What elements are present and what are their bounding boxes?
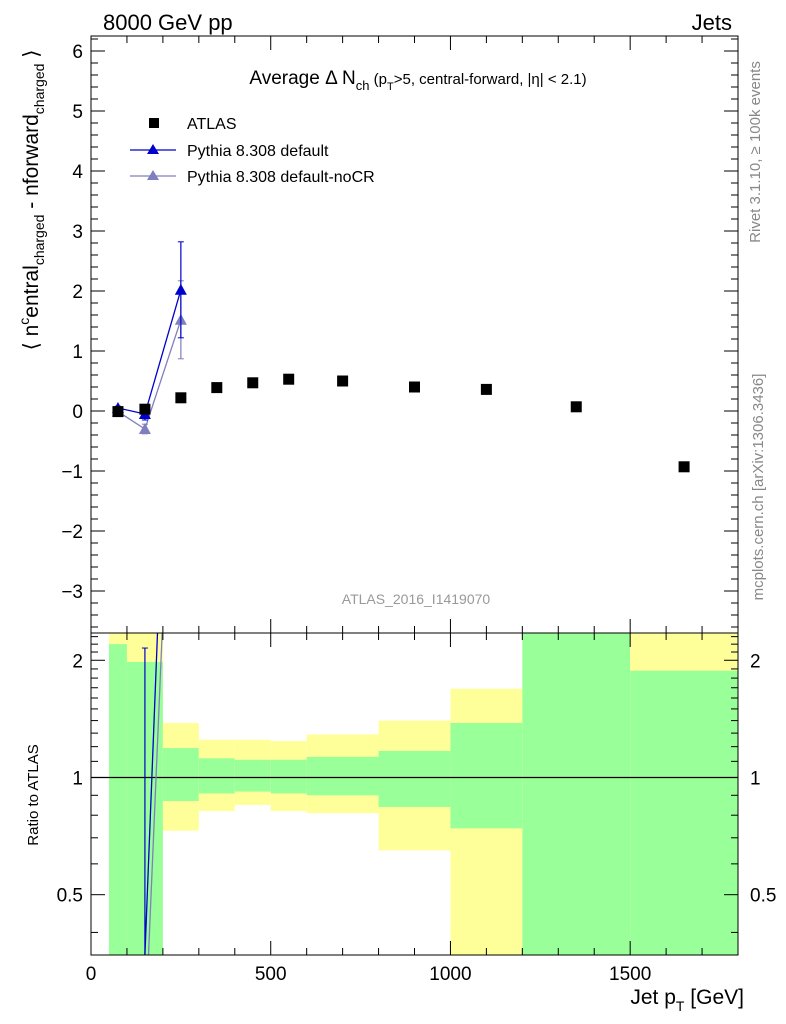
main-data-marks (111, 241, 690, 473)
legend-label-atlas: ATLAS (187, 116, 237, 133)
main-panel: −3 −2 −1 0 1 2 3 4 5 6 (61, 35, 739, 634)
main-y-tick-label: 2 (72, 282, 83, 303)
chart-title: Average Δ Nch (pT>5, central-forward, |η… (249, 68, 586, 93)
x-tick-label: 500 (255, 964, 287, 985)
ratio-line-nocr (147, 632, 163, 956)
main-y-tick-label: 1 (72, 342, 83, 363)
main-y-axis-label: ⟨ ncentralcharged - nforwardcharged ⟩ (16, 50, 47, 351)
main-y-tick-label: 3 (72, 222, 83, 243)
rivet-version-label: Rivet 3.1.10, ≥ 100k events (747, 61, 764, 243)
point-atlas (139, 403, 151, 415)
ratio-band-green (306, 756, 379, 796)
ratio-band-green (270, 759, 307, 794)
main-y-tick-label: −2 (61, 522, 83, 543)
mcplots-credit-label: mcplots.cern.ch [arXiv:1306.3436] (750, 374, 767, 601)
point-atlas (570, 401, 582, 413)
series-line-default (117, 289, 182, 415)
point-default (174, 283, 187, 295)
ratio-uncertainty-bands (108, 633, 738, 955)
ratio-y-tick-label: 1 (72, 768, 83, 789)
point-atlas (337, 375, 349, 387)
ratio-y-tick-label-right: 0.5 (750, 886, 776, 907)
legend-marker-default (147, 144, 159, 154)
point-atlas (409, 381, 420, 393)
ratio-band-green (162, 748, 199, 802)
point-atlas (112, 406, 124, 418)
ratio-band-green (198, 758, 235, 794)
main-y-tick-label: 5 (72, 102, 83, 123)
ratio-y-tick-label: 2 (72, 651, 83, 672)
main-y-tick-label: 6 (72, 42, 83, 63)
legend-label-default: Pythia 8.308 default (187, 143, 329, 160)
analysis-watermark: ATLAS_2016_I1419070 (342, 591, 491, 607)
ratio-band-green (630, 670, 738, 955)
ratio-band-green (522, 633, 631, 955)
ratio-frame (90, 632, 739, 956)
x-tick-label: 1000 (429, 964, 471, 985)
legend: ATLAS Pythia 8.308 default Pythia 8.308 … (130, 116, 375, 186)
point-atlas (211, 382, 223, 394)
ratio-y-tick-label: 0.5 (57, 886, 83, 907)
ratio-band-green (234, 759, 271, 792)
process-label: Jets (692, 10, 732, 35)
point-atlas (480, 383, 492, 395)
ratio-band-green (450, 723, 523, 829)
ratio-band-green (108, 644, 127, 955)
legend-label-nocr: Pythia 8.308 default-noCR (187, 169, 375, 186)
main-y-tick-label: 4 (72, 162, 83, 183)
point-atlas (678, 461, 690, 473)
ratio-band-green (378, 750, 451, 807)
main-y-tick-label: −3 (61, 582, 83, 603)
ratio-axis-ticks: 0.5 0.5 1 1 2 2 0 500 1000 1500 (57, 633, 776, 985)
ratio-panel: 0.5 0.5 1 1 2 2 0 500 1000 1500 (57, 632, 776, 985)
collision-label: 8000 GeV pp (103, 10, 233, 35)
main-y-tick-label: 0 (72, 402, 83, 423)
point-atlas (175, 392, 187, 404)
ratio-data-marks (91, 632, 738, 956)
point-nocr (138, 423, 151, 434)
point-atlas (247, 377, 259, 389)
ratio-line-default (144, 632, 159, 956)
ratio-y-axis-label: Ratio to ATLAS (25, 744, 42, 845)
ratio-y-tick-label-right: 1 (750, 768, 761, 789)
main-y-tick-label: −1 (61, 462, 83, 483)
legend-marker-nocr (147, 170, 159, 180)
ratio-y-tick-label-right: 2 (750, 651, 761, 672)
legend-marker-atlas (149, 118, 159, 128)
x-axis-label: Jet pT [GeV] (630, 986, 744, 1014)
x-tick-label: 1500 (609, 964, 651, 985)
main-axis-ticks: −3 −2 −1 0 1 2 3 4 5 6 (61, 36, 739, 633)
point-atlas (283, 373, 295, 385)
x-tick-label: 0 (86, 964, 97, 985)
